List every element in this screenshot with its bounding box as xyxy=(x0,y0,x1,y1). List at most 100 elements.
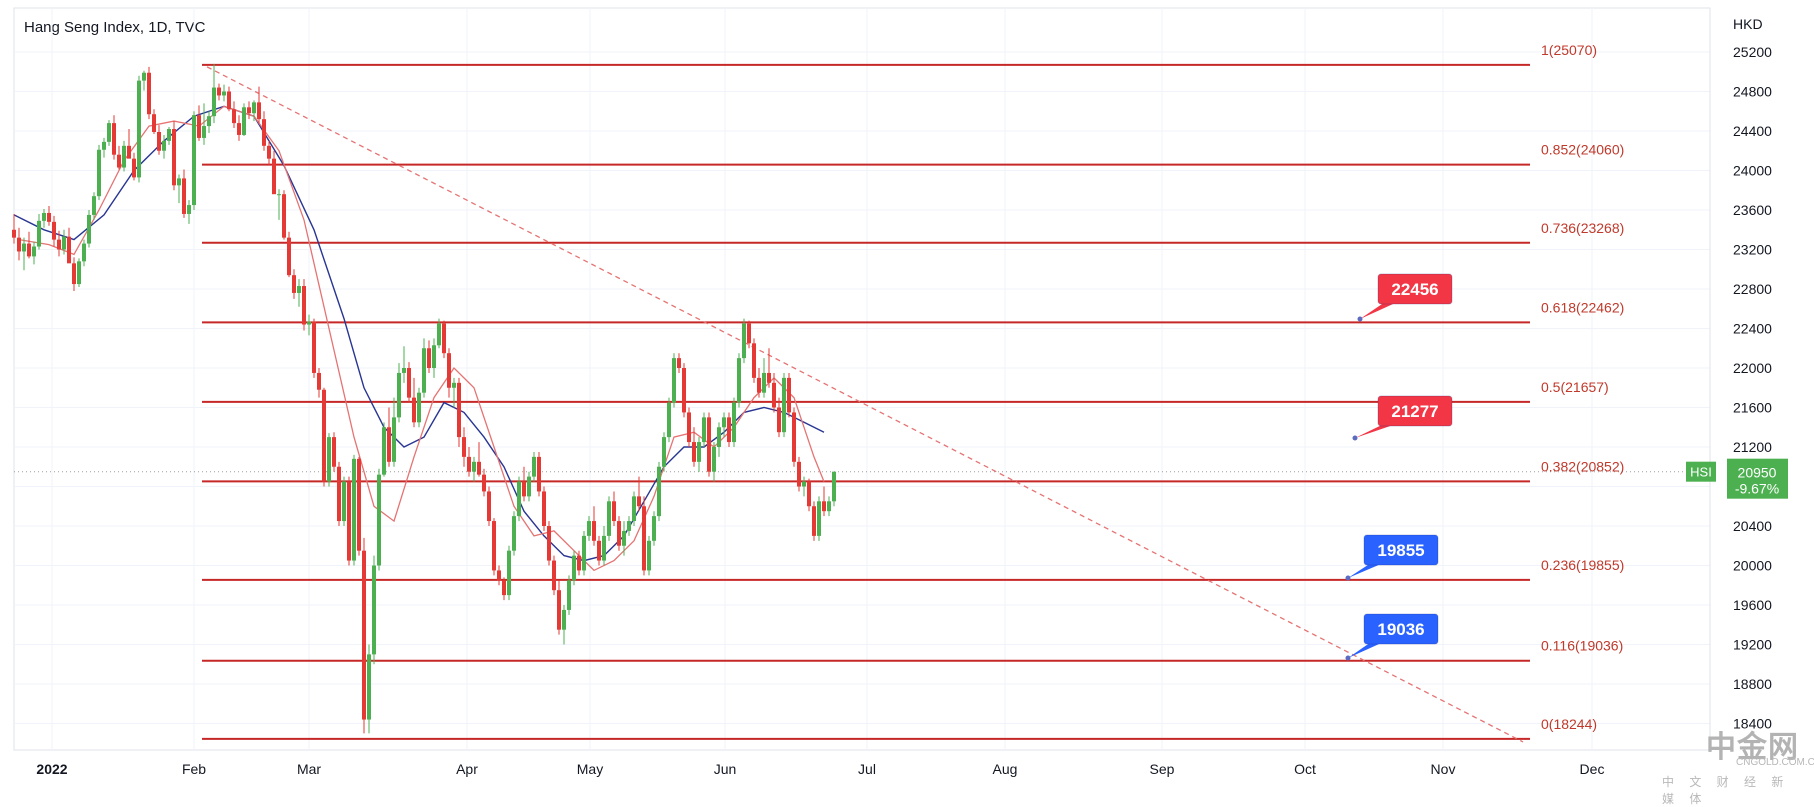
candle xyxy=(442,320,446,359)
candle xyxy=(702,412,706,447)
candle-body xyxy=(592,521,596,541)
candle-body xyxy=(517,481,521,517)
candle-body xyxy=(722,417,726,428)
candle xyxy=(322,387,326,487)
price-tick-label: 23600 xyxy=(1733,202,1772,218)
candle-body xyxy=(822,501,826,512)
candle xyxy=(482,468,486,497)
candle xyxy=(597,535,601,566)
candle xyxy=(167,127,171,145)
candle-body xyxy=(557,590,561,630)
fib-label: 0.382(20852) xyxy=(1541,458,1624,474)
candle xyxy=(657,461,661,522)
candle-body xyxy=(532,456,536,477)
callouts: 22456 21277 19855 19036 xyxy=(1345,273,1453,661)
price-axis[interactable]: HKD 25200 24800 24400 24000 23600 23200 22800 22… xyxy=(1709,8,1772,750)
candle xyxy=(92,192,96,220)
price-tick-label: 22800 xyxy=(1733,281,1772,297)
candle-body xyxy=(577,555,581,571)
price-tick-label: 20000 xyxy=(1733,558,1772,574)
time-tick-label: Jun xyxy=(714,761,737,777)
candle xyxy=(472,456,476,482)
candle-body xyxy=(172,129,176,186)
callout-box xyxy=(1377,395,1453,427)
candle-body xyxy=(677,358,681,368)
candle-body xyxy=(692,442,696,462)
candle-body xyxy=(752,343,756,378)
candle xyxy=(627,516,631,536)
candle xyxy=(537,451,541,497)
candle xyxy=(237,115,241,141)
candle-body xyxy=(802,481,806,487)
candle-body xyxy=(412,397,416,423)
candle xyxy=(352,454,356,566)
candle xyxy=(37,213,41,250)
price-tick-label: 22000 xyxy=(1733,360,1772,376)
candle-body xyxy=(712,447,716,472)
candle-body xyxy=(452,382,456,388)
candle-body xyxy=(417,392,421,423)
candle xyxy=(562,605,566,645)
candle xyxy=(607,496,611,541)
candle-body xyxy=(142,72,146,81)
time-tick-label: May xyxy=(577,761,603,777)
callout-anchor xyxy=(1352,435,1358,441)
candle-body xyxy=(507,550,511,596)
candle-body xyxy=(667,402,671,438)
candle xyxy=(207,111,211,133)
candle xyxy=(612,491,616,526)
candle xyxy=(832,471,836,507)
callout-label: 19036 xyxy=(1377,620,1424,639)
candle xyxy=(137,75,141,183)
candle xyxy=(817,496,821,541)
candle-body xyxy=(152,114,156,132)
candle-body xyxy=(707,417,711,472)
candle-body xyxy=(392,417,396,462)
plot-frame xyxy=(13,7,1711,751)
candle xyxy=(452,377,456,408)
candle xyxy=(387,407,391,467)
candle xyxy=(502,577,506,601)
candle-body xyxy=(252,102,256,114)
candle xyxy=(347,476,351,566)
candle xyxy=(332,432,336,472)
candle xyxy=(147,66,151,120)
candle-body xyxy=(647,540,651,571)
candle-body xyxy=(502,580,506,596)
watermark-url: CNGOLD.COM.CN xyxy=(1736,757,1814,768)
candle-body xyxy=(102,141,106,150)
candle-body xyxy=(297,286,301,293)
candle-body xyxy=(242,107,246,135)
candle xyxy=(732,397,736,447)
candle-body xyxy=(257,102,261,120)
candle-body xyxy=(432,345,436,368)
candle xyxy=(177,174,181,204)
candle-body xyxy=(727,417,731,443)
price-tag-value: 20950 xyxy=(1738,465,1777,481)
candle xyxy=(122,140,126,172)
candle-body xyxy=(27,243,31,257)
candle xyxy=(707,412,711,477)
time-axis[interactable]: 2022 Feb Mar Apr May Jun Jul Aug Sep Oct Nov Dec xyxy=(36,761,1604,777)
candle xyxy=(202,103,206,145)
candle xyxy=(552,555,556,596)
fib-label: 0(18244) xyxy=(1541,716,1597,732)
candle-body xyxy=(787,377,791,413)
price-tag-bg xyxy=(1727,458,1788,499)
candle xyxy=(392,397,396,467)
candle xyxy=(682,363,686,418)
candle-body xyxy=(132,158,136,178)
candle xyxy=(647,535,651,576)
candle xyxy=(752,338,756,383)
candle-body xyxy=(42,212,46,221)
candle-body xyxy=(472,461,476,472)
candle xyxy=(287,231,291,278)
candle xyxy=(427,340,431,373)
trendline-segment xyxy=(206,66,1524,743)
candle xyxy=(327,433,331,487)
candle-body xyxy=(447,353,451,388)
price-tick-label: 19200 xyxy=(1733,637,1772,653)
candle xyxy=(577,550,581,576)
price-tick-label: 18800 xyxy=(1733,676,1772,692)
